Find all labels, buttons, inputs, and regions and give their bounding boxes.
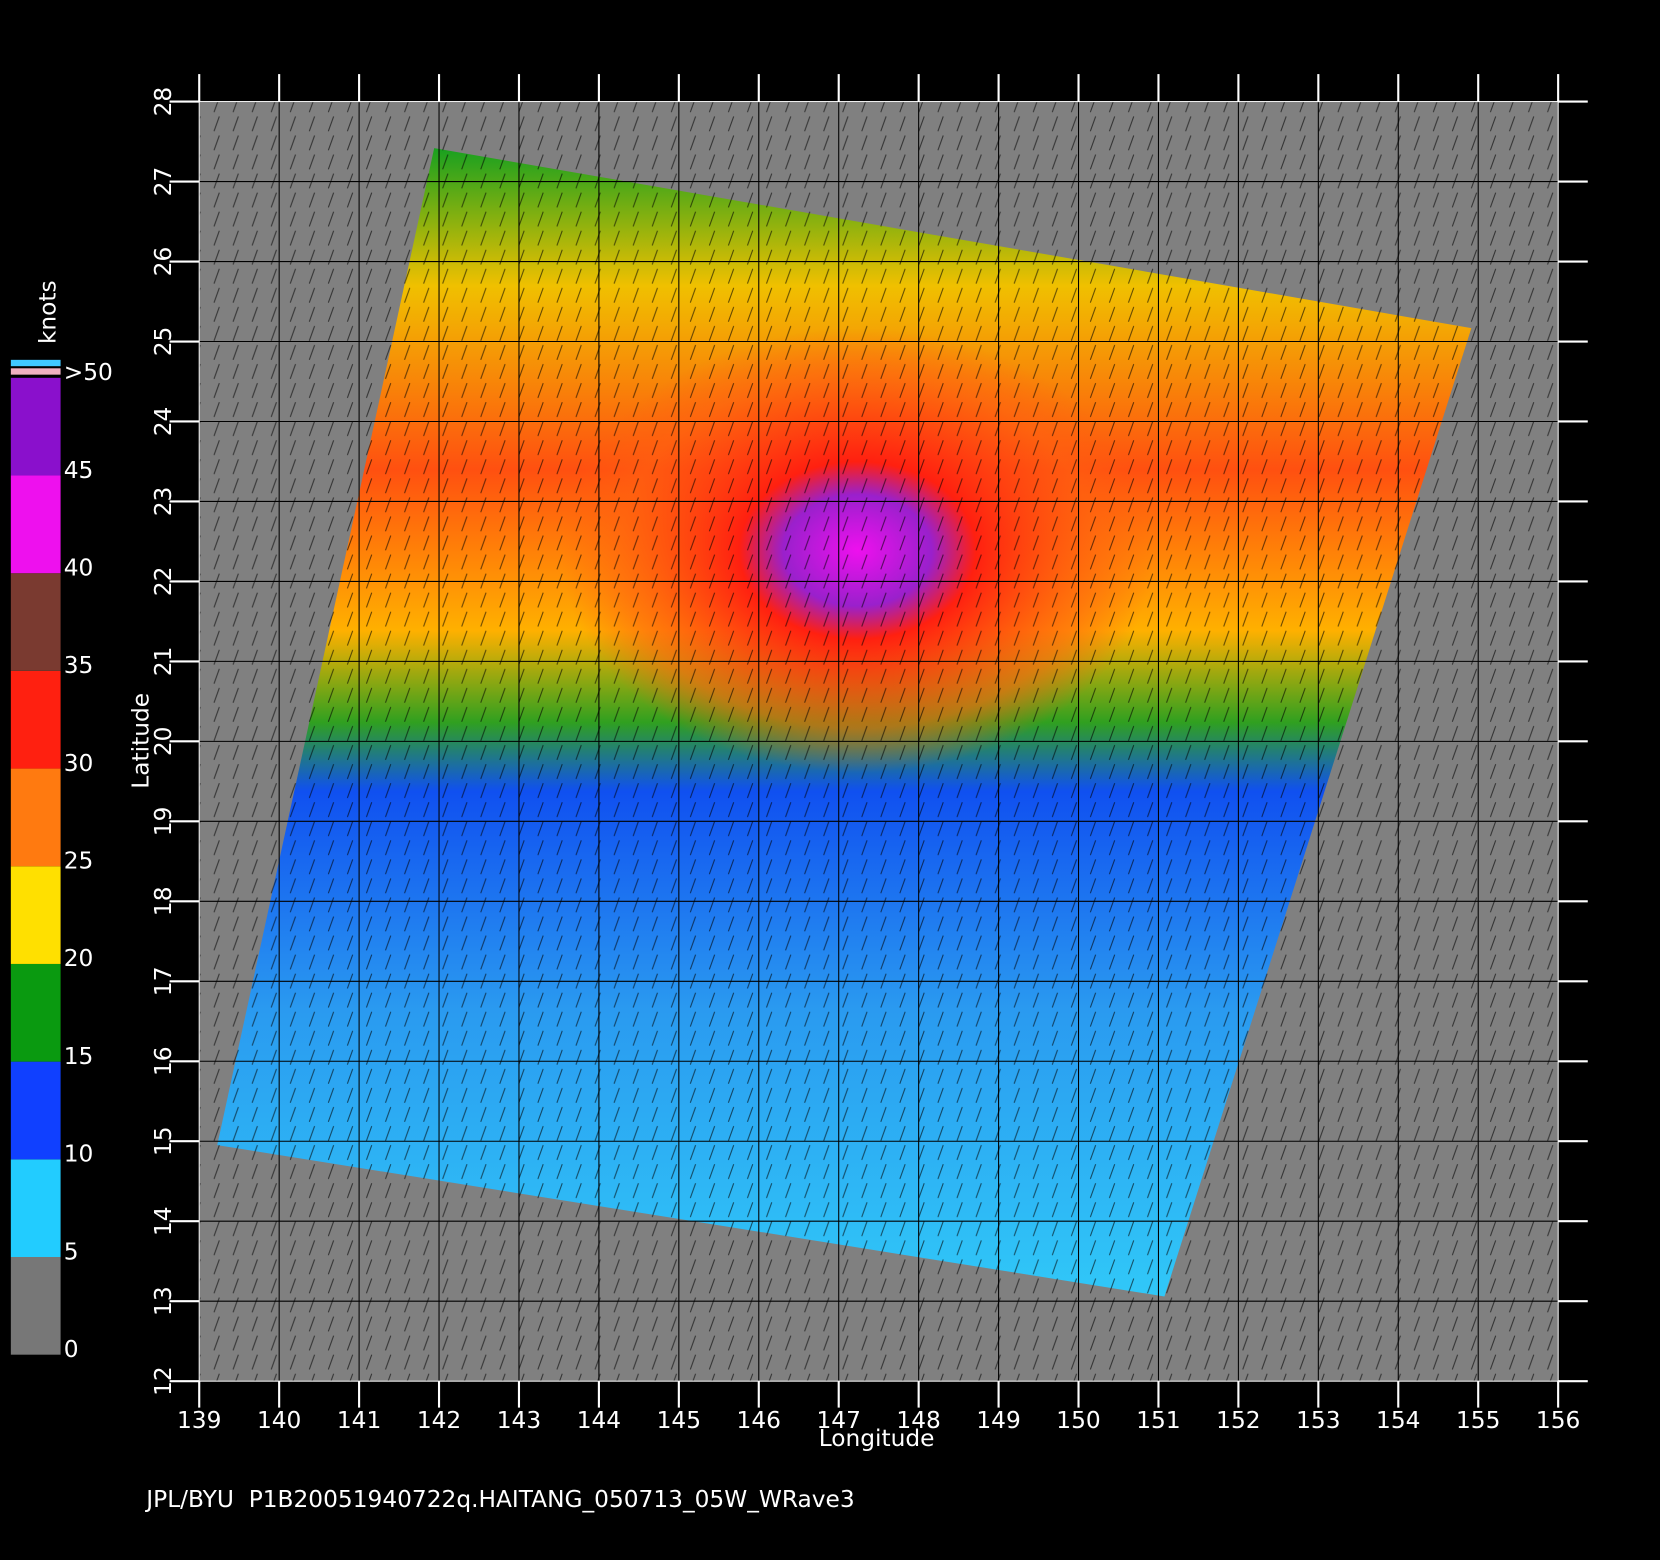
colorbar-tick-label: 15 [64,1043,94,1070]
colorbar-tick-label: 0 [64,1336,79,1363]
colorbar-tick-label: 35 [64,652,94,679]
x-tick-label: 156 [1536,1407,1580,1434]
x-tick-label: 151 [1136,1407,1180,1434]
colorbar-tick-label: 10 [64,1141,94,1168]
y-tick-label: 25 [150,327,177,357]
y-tick-label: 23 [150,487,177,517]
x-tick-label: 148 [896,1407,940,1434]
y-tick-label: 16 [150,1046,177,1076]
y-tick-label: 28 [150,87,177,117]
colorbar-tick-label: 5 [64,1238,79,1265]
y-tick-label: 14 [150,1206,177,1236]
colorbar-segment [10,963,61,1062]
colorbar-tick-label: 30 [64,750,94,777]
colorbar-tick-label: 20 [64,945,94,972]
x-tick-label: 142 [417,1407,461,1434]
colorbar-segment [10,670,61,769]
colorbar-tick-label: 25 [64,848,94,875]
x-tick-label: 153 [1296,1407,1340,1434]
x-tick-label: 144 [577,1407,621,1434]
colorbar-segment [10,377,61,476]
x-tick-label: 146 [737,1407,781,1434]
y-tick-label: 12 [150,1366,177,1396]
plot-frame [198,101,1559,1382]
axes: 139 140 141 142 143 144 145 146 147 148 149 150 151 1… [150,74,1588,1434]
swath-vectors [217,148,1472,1297]
x-tick-label: 147 [817,1407,861,1434]
y-tick-label: 15 [150,1126,177,1156]
colorbar-tick-label: >50 [64,359,113,386]
y-tick-label: 24 [150,407,177,437]
y-tick-label: 13 [150,1286,177,1316]
x-tick-label: 143 [497,1407,541,1434]
colorbar-tick-label: 40 [64,554,94,581]
colorbar-label: knots [34,280,61,344]
x-axis-label: Longitude [819,1425,935,1452]
x-tick-label: 145 [657,1407,701,1434]
colorbar-segment [10,768,61,867]
y-tick-label: 22 [150,567,177,597]
x-tick-label: 152 [1216,1407,1260,1434]
x-tick-label: 140 [257,1407,301,1434]
x-tick-label: 154 [1376,1407,1420,1434]
x-tick-label: 141 [337,1407,381,1434]
y-tick-label: 20 [150,727,177,757]
colorbar-tick-label: 45 [64,457,94,484]
colorbar-segment [10,1159,61,1257]
y-tick-label: 17 [150,966,177,996]
x-tick-label: 149 [976,1407,1020,1434]
colorbar-segment [10,866,61,964]
colorbar-cap [10,359,61,367]
y-tick-label: 26 [150,247,177,277]
y-tick-label: 18 [150,887,177,917]
x-tick-label: 150 [1056,1407,1100,1434]
colorbar-segment [10,475,61,574]
y-axis-label: Latitude [128,693,155,789]
colorbar-cap [10,368,61,375]
colorbar-segment [10,573,61,671]
colorbar-segment [10,1256,61,1355]
colorbar-segment [10,1061,61,1160]
x-tick-label: 155 [1456,1407,1500,1434]
colorbar: 0 5 10 15 20 25 30 35 40 45 >50 [10,359,113,1363]
y-tick-label: 27 [150,167,177,197]
footer: JPL/BYU P1B20051940722q.HAITANG_050713_0… [144,1486,854,1513]
y-tick-label: 19 [150,807,177,837]
x-tick-label: 139 [177,1407,221,1434]
y-tick-label: 21 [150,647,177,677]
